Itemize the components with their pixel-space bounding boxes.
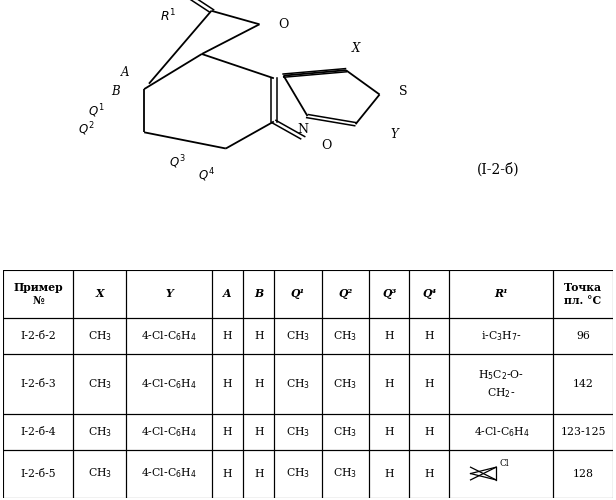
Text: Q¹: Q¹ [291,288,305,300]
Text: CH$_3$: CH$_3$ [333,466,357,480]
Text: H: H [424,331,434,341]
Text: H: H [254,331,264,341]
Text: CH$_3$: CH$_3$ [87,424,112,438]
Text: X: X [95,288,104,300]
Text: $R^1$: $R^1$ [160,8,176,24]
Text: I-2-б-4: I-2-б-4 [20,426,56,436]
Text: 4-Cl-C$_6$H$_4$: 4-Cl-C$_6$H$_4$ [474,424,529,438]
Text: 128: 128 [573,468,594,478]
Text: CH$_3$: CH$_3$ [333,424,357,438]
Text: 142: 142 [573,379,593,389]
Text: H: H [223,426,232,436]
Text: I-2-б-5: I-2-б-5 [20,468,56,478]
Text: H: H [254,468,264,478]
Text: $Q^4$: $Q^4$ [198,166,215,184]
Text: I-2-б-3: I-2-б-3 [20,379,56,389]
Text: H: H [254,426,264,436]
Text: 4-Cl-C$_6$H$_4$: 4-Cl-C$_6$H$_4$ [141,424,197,438]
Text: O: O [322,140,332,152]
Text: Y: Y [165,288,173,300]
Text: Q²: Q² [338,288,352,300]
Text: A: A [121,66,129,80]
Text: Q³: Q³ [382,288,396,300]
Text: H: H [424,468,434,478]
Text: i-C$_3$H$_7$-: i-C$_3$H$_7$- [481,329,522,343]
Text: H$_5$C$_2$-O-: H$_5$C$_2$-O- [478,368,524,382]
Text: CH$_3$: CH$_3$ [87,377,112,390]
Text: H: H [223,468,232,478]
Text: (I-2-б): (I-2-б) [476,163,519,177]
Text: N: N [297,123,308,136]
Text: R¹: R¹ [495,288,508,300]
Text: Cl: Cl [499,458,509,468]
Text: H: H [384,426,394,436]
Text: CH$_3$: CH$_3$ [286,377,310,390]
Text: H: H [424,426,434,436]
Text: H: H [223,379,232,389]
Text: CH$_3$: CH$_3$ [286,329,310,343]
Text: A: A [224,288,232,300]
Text: CH$_3$: CH$_3$ [333,377,357,390]
Text: CH$_3$: CH$_3$ [87,329,112,343]
Text: H: H [384,379,394,389]
Text: H: H [384,331,394,341]
Text: H: H [384,468,394,478]
Text: CH$_3$: CH$_3$ [286,466,310,480]
Text: X: X [351,42,360,55]
Text: I-2-б-2: I-2-б-2 [20,331,56,341]
Text: Пример
№: Пример № [14,282,63,306]
Text: 96: 96 [576,331,590,341]
Text: $Q^1$: $Q^1$ [88,102,104,120]
Text: CH$_3$: CH$_3$ [333,329,357,343]
Text: CH$_3$: CH$_3$ [87,466,112,480]
Text: 4-Cl-C$_6$H$_4$: 4-Cl-C$_6$H$_4$ [141,466,197,480]
Text: 4-Cl-C$_6$H$_4$: 4-Cl-C$_6$H$_4$ [141,377,197,390]
Text: O: O [278,18,289,31]
Text: CH$_3$: CH$_3$ [286,424,310,438]
Text: CH$_2$-: CH$_2$- [487,386,516,400]
Text: B: B [111,86,120,98]
Text: 4-Cl-C$_6$H$_4$: 4-Cl-C$_6$H$_4$ [141,329,197,343]
Text: $Q^3$: $Q^3$ [169,153,186,171]
Text: $Q^2$: $Q^2$ [78,121,95,138]
Text: Q⁴: Q⁴ [422,288,437,300]
Text: H: H [223,331,232,341]
Text: H: H [424,379,434,389]
Text: B: B [254,288,263,300]
Text: Точка
пл. °C: Точка пл. °C [564,282,602,306]
Text: Y: Y [390,128,398,141]
Text: H: H [254,379,264,389]
Text: 123-125: 123-125 [561,426,606,436]
Text: S: S [399,86,408,98]
